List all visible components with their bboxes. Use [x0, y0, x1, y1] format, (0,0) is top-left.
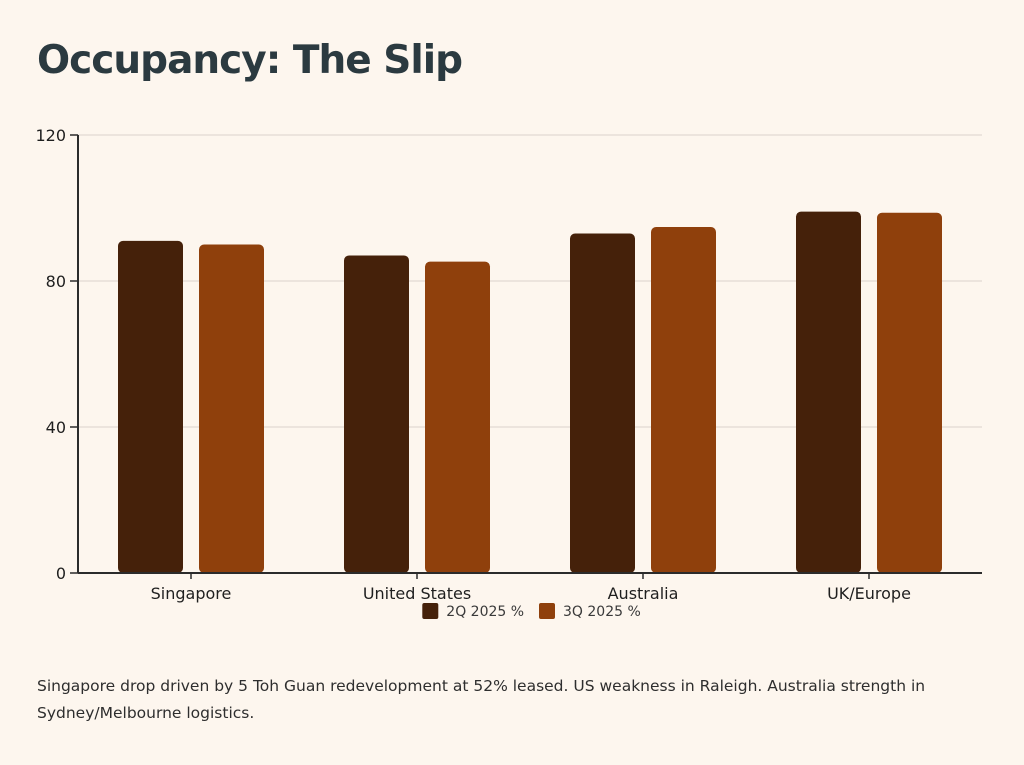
bars	[118, 211, 942, 574]
y-tick-label: 40	[46, 418, 66, 437]
x-tick-label: UK/Europe	[827, 584, 911, 603]
page-title: Occupancy: The Slip	[37, 38, 463, 83]
y-tick-label: 120	[35, 126, 66, 145]
legend-label-1: 2Q 2025 %	[446, 604, 524, 620]
x-tick-label: Singapore	[151, 584, 232, 603]
bar-singapore-2q	[118, 240, 183, 573]
x-tick-label: United States	[363, 584, 471, 603]
bar-united-states-3q	[425, 261, 490, 573]
legend-swatch-1	[422, 603, 439, 619]
y-tick-label: 80	[46, 272, 66, 291]
legend-swatch-2	[539, 603, 555, 619]
bar-uk-europe-2q	[796, 211, 861, 573]
occupancy-bar-chart: 0 40 80 120 Singapore United States Australia…	[35, 126, 982, 620]
bar-united-states-2q	[344, 255, 409, 573]
legend-label-2: 3Q 2025 %	[563, 604, 641, 620]
bar-singapore-3q	[199, 244, 264, 573]
x-tick-label: Australia	[608, 584, 679, 603]
legend: 2Q 2025 % 3Q 2025 %	[422, 603, 641, 620]
footnote: Singapore drop driven by 5 Toh Guan rede…	[37, 677, 926, 722]
bar-australia-3q	[651, 226, 716, 574]
y-tick-label: 0	[56, 564, 66, 583]
x-axis-ticks: Singapore United States Australia UK/Europe	[151, 573, 911, 603]
y-axis-ticks: 0 40 80 120	[35, 126, 78, 583]
bar-australia-2q	[570, 233, 635, 574]
bar-uk-europe-3q	[877, 212, 942, 573]
